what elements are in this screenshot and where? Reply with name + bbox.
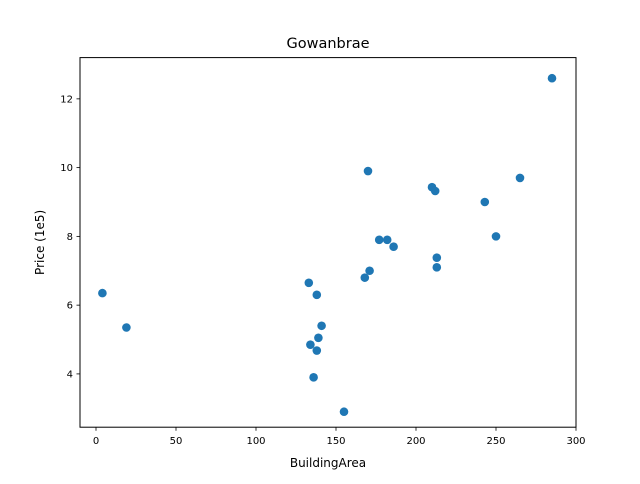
- scatter-point: [389, 242, 398, 251]
- scatter-point: [312, 290, 322, 300]
- scatter-point: [317, 321, 326, 331]
- scatter-point: [515, 173, 525, 183]
- y-tick-label: 10: [60, 163, 73, 174]
- scatter-point: [314, 333, 323, 343]
- scatter-point: [382, 235, 392, 245]
- y-tick-label: 8: [67, 232, 73, 243]
- scatter-point: [547, 73, 557, 83]
- scatter-point: [306, 340, 315, 349]
- scatter-point: [304, 278, 314, 288]
- scatter-point: [339, 407, 349, 417]
- points-layer: [98, 73, 557, 417]
- scatter-point: [122, 323, 131, 332]
- x-tick-label: 250: [486, 436, 505, 447]
- scatter-point: [480, 197, 490, 207]
- scatter-point: [374, 235, 384, 245]
- scatter-point: [309, 373, 318, 382]
- x-tick-label: 50: [170, 436, 183, 447]
- x-tick-label: 0: [93, 436, 99, 447]
- x-tick-label: 200: [406, 436, 425, 447]
- scatter-point: [432, 253, 442, 262]
- scatter-point: [430, 186, 440, 196]
- y-tick-label: 4: [67, 369, 73, 380]
- x-tick-label: 300: [566, 436, 585, 447]
- plot-frame: [79, 57, 577, 428]
- scatter-point: [432, 263, 442, 272]
- x-axis-ticks: 0 50 100 150 200 250 300: [93, 427, 586, 447]
- x-axis-label: BuildingArea: [290, 456, 366, 470]
- y-tick-label: 12: [60, 94, 73, 105]
- scatter-point: [491, 232, 501, 241]
- y-axis-label: Price (1e5): [33, 210, 47, 275]
- scatter-point: [363, 166, 373, 176]
- x-tick-label: 100: [246, 436, 265, 447]
- y-tick-label: 6: [67, 301, 73, 312]
- x-tick-label: 150: [326, 436, 345, 447]
- scatter-point: [365, 266, 374, 276]
- scatter-point: [312, 346, 322, 355]
- chart-title: Gowanbrae: [286, 36, 369, 52]
- scatter-point: [360, 273, 370, 282]
- y-axis-ticks: 4 6 8 10 12: [60, 94, 80, 380]
- scatter-point: [98, 288, 107, 298]
